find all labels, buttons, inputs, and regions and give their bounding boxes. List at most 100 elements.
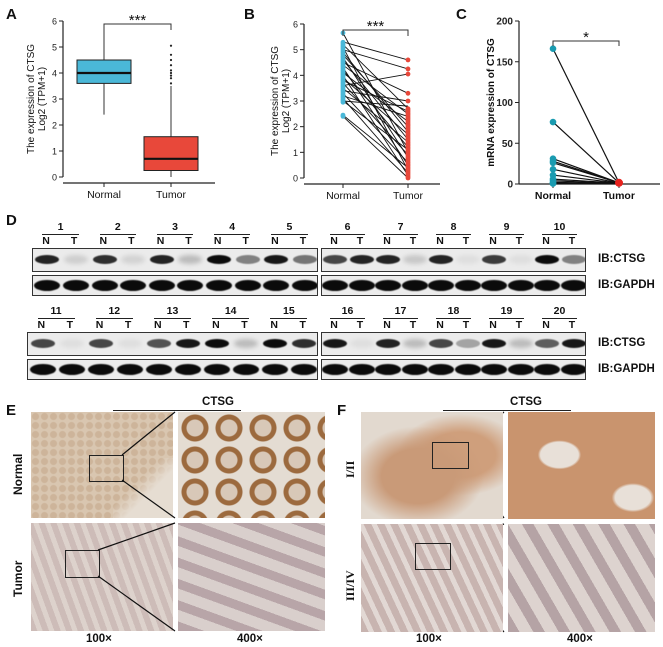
pair-line [342, 82, 409, 156]
ctsg-band [92, 255, 117, 264]
lane-label: N [542, 235, 550, 247]
gapdh-band [120, 280, 147, 291]
gapdh-band [234, 280, 261, 291]
sample-number: 7 [397, 221, 404, 233]
lane-label: N [271, 235, 279, 247]
ihc-e-mag-100x: 100× [86, 633, 112, 645]
y-axis-label: Log2 (TPM+1) [37, 67, 48, 131]
pair-line [342, 41, 409, 61]
pair-line [552, 121, 620, 184]
ctsg-band [561, 339, 585, 348]
ihc-f-row-early: I/II [343, 460, 357, 478]
lane-label: N [42, 235, 50, 247]
lane-label: T [462, 235, 470, 247]
ctsg-band [508, 339, 533, 348]
ctsg-band [508, 255, 533, 264]
sample-bar [542, 318, 577, 319]
ctsg-band [35, 255, 60, 264]
ib-ctsg-label: IB:CTSG [598, 253, 646, 265]
ctsg-band [402, 339, 427, 348]
outlier-point [169, 53, 173, 56]
blot-ctsg [27, 332, 318, 356]
pair-line [342, 100, 409, 151]
ctsg-band [535, 339, 560, 348]
panel-letter-a: A [6, 6, 17, 23]
sample-bar [542, 234, 577, 235]
sample-number: 8 [450, 221, 457, 233]
sample-number: 17 [394, 305, 407, 317]
sample-bar [213, 234, 251, 235]
y-tick-label: 4 [52, 69, 57, 79]
ctsg-band [402, 255, 427, 264]
sample-number: 19 [500, 305, 513, 317]
outlier-point [169, 71, 173, 75]
gapdh-band [91, 280, 118, 291]
blot-gapdh [32, 275, 318, 296]
lane-label: T [124, 319, 132, 331]
sample-number: 1 [57, 221, 64, 233]
lane-label: T [299, 235, 307, 247]
pair-line [342, 73, 409, 87]
panel-letter-d: D [6, 212, 17, 229]
ctsg-band [349, 255, 374, 264]
pair-line [342, 49, 409, 70]
pair-line [342, 92, 409, 163]
significance-label: * [583, 29, 589, 46]
pair-line [342, 87, 409, 143]
paired-line-chart-b: 0 1 2 3 4 5 6 Normal Tumor The expression of CTSG… [270, 18, 440, 200]
sample-number: 14 [224, 305, 237, 317]
lane-label: T [183, 319, 190, 331]
lane-label: N [37, 319, 46, 331]
box-normal [76, 59, 132, 84]
sample-bar [436, 318, 471, 319]
ib-gapdh-label: IB:GAPDH [598, 363, 655, 375]
ctsg-band [234, 339, 259, 348]
lane-label: N [489, 319, 497, 331]
y-tick-label: 2 [52, 121, 57, 131]
y-tick-label: 3 [293, 97, 298, 107]
gapdh-band [454, 280, 481, 291]
ihc-e-title-bar [113, 410, 241, 411]
normal-point [549, 45, 557, 53]
ctsg-band [561, 255, 585, 264]
pair-line [342, 54, 409, 127]
y-tick-label: 2 [293, 122, 298, 132]
y-tick-label: 6 [52, 17, 57, 27]
outlier-point [169, 77, 173, 80]
sample-number: 4 [229, 221, 236, 233]
panel-letter-f: F [337, 402, 347, 419]
tumor-point [615, 178, 623, 187]
y-tick-label: 0 [507, 180, 513, 191]
x-tick-label: Normal [535, 190, 571, 200]
ihc-e-normal-400x [178, 412, 325, 518]
y-axis-label: The expression of CTSG [26, 44, 37, 154]
ctsg-band [121, 255, 146, 264]
lane-label: N [99, 235, 108, 247]
lane-label: N [436, 319, 444, 331]
x-tick-label: Tumor [603, 190, 635, 200]
y-axis-label: The expression of CTSG [270, 46, 281, 156]
gapdh-band [348, 364, 375, 375]
ihc-e-mag-400x: 400× [237, 633, 263, 645]
pair-line [342, 98, 409, 174]
gapdh-band [534, 280, 561, 291]
gapdh-band [428, 364, 455, 375]
ihc-f-late-400x [508, 524, 655, 632]
ctsg-band [292, 255, 317, 264]
sample-number: 10 [553, 221, 566, 233]
y-tick-label: 50 [502, 139, 514, 150]
ctsg-band [149, 255, 174, 264]
gapdh-band [204, 364, 231, 375]
gapdh-band [116, 364, 143, 375]
ctsg-band [206, 255, 231, 264]
ihc-e-title: CTSG [202, 396, 234, 408]
gapdh-band [291, 364, 317, 375]
sample-number: 2 [114, 221, 121, 233]
gapdh-band [177, 280, 204, 291]
tumor-point [405, 90, 411, 96]
ctsg-band [376, 339, 401, 348]
ctsg-band [535, 255, 560, 264]
significance-bracket [103, 23, 172, 30]
ctsg-band [323, 339, 348, 348]
x-tick-label: Normal [326, 190, 360, 200]
